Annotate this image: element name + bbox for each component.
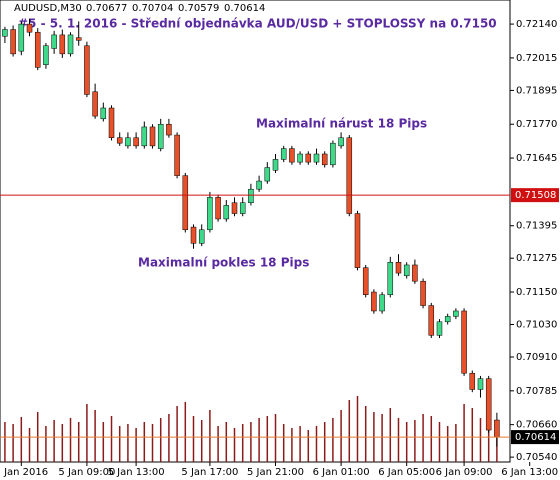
chart-title: #5 - 5. 1. 2016 - Střední objednávka AUD… (18, 17, 497, 31)
x-tick-label: 5 Jan 13:00 (108, 467, 165, 478)
candle-body (239, 202, 246, 214)
x-tick-label: 5 Jan 2016 (0, 467, 48, 478)
candle-body (428, 305, 435, 336)
candle-body (182, 175, 189, 231)
candle-body (133, 137, 139, 147)
x-tick-label: 5 Jan 09:00 (58, 467, 115, 478)
candle-body (280, 148, 287, 160)
candle-body (321, 153, 328, 166)
y-tick-label: 0.71275 (516, 253, 557, 264)
y-tick-label: 0.71770 (516, 119, 557, 130)
y-tick-label: 0.70660 (516, 420, 557, 431)
y-tick-label: 0.70910 (516, 352, 557, 363)
candle-body (75, 37, 82, 41)
candle-body (108, 107, 115, 139)
candle-body (198, 229, 205, 244)
level-label-bg (511, 188, 559, 203)
candle-body (354, 213, 361, 268)
candle-body (469, 372, 476, 390)
y-tick-label: 0.71030 (516, 320, 557, 331)
bid-label: 0.70614 (515, 432, 556, 443)
candle-body (436, 321, 443, 336)
candle-body (272, 159, 279, 171)
candle-body (157, 123, 164, 149)
y-tick-label: 0.70785 (516, 386, 557, 397)
candle-body (485, 378, 492, 431)
candle-body (34, 31, 41, 68)
header-high: 0.70704 (132, 3, 173, 14)
candle-body (387, 262, 394, 295)
y-tick-label: 0.71895 (516, 85, 557, 96)
candle-body (297, 153, 303, 163)
header-close: 0.70614 (224, 3, 265, 14)
y-tick-label: 0.72015 (516, 53, 557, 64)
header-low: 0.70579 (178, 3, 219, 14)
candle-body (494, 419, 500, 438)
candle-body (26, 23, 33, 33)
candle-body (149, 126, 156, 147)
candle-body (412, 264, 418, 282)
candle-body (125, 137, 131, 147)
bid-label-bg (511, 430, 559, 445)
candle-body (477, 378, 484, 390)
candle-body (403, 264, 410, 277)
candle-body (2, 29, 8, 37)
candle-body (67, 34, 74, 55)
header-symbol: AUDUSD,M30 (14, 3, 82, 14)
x-tick-label: 6 Jan 13:00 (501, 467, 558, 478)
level-label: 0.71508 (515, 190, 556, 201)
candle-body (453, 310, 459, 317)
candle-body (444, 316, 451, 323)
candle-body (231, 202, 238, 214)
y-tick-label: 0.71395 (516, 221, 557, 232)
candle-body (371, 291, 377, 312)
annotation: Maximalní pokles 18 Pips (138, 256, 309, 270)
x-tick-label: 6 Jan 09:00 (436, 467, 493, 478)
x-tick-label: 5 Jan 21:00 (247, 467, 304, 478)
candle-body (207, 197, 213, 231)
y-tick-label: 0.72140 (516, 19, 557, 30)
candle-body (174, 134, 180, 176)
candle-body (215, 197, 221, 220)
x-tick-label: 6 Jan 01:00 (313, 467, 370, 478)
candle-body (100, 107, 107, 120)
candle-body (84, 45, 90, 95)
candle-body (166, 123, 172, 136)
candle-body (141, 126, 148, 147)
candle-body (313, 153, 320, 163)
candle-body (461, 310, 467, 374)
candle-body (264, 167, 271, 182)
candle-body (223, 205, 230, 220)
candle-body (92, 91, 98, 117)
candle-body (289, 148, 295, 163)
candle-body (362, 267, 369, 295)
candle-body (10, 29, 16, 55)
candle-body (18, 23, 25, 52)
candle-body (395, 262, 402, 274)
candle-body (346, 137, 353, 214)
candle-body (248, 188, 254, 203)
y-tick-label: 0.71645 (516, 153, 557, 164)
candle-body (51, 34, 57, 49)
candle-body (379, 294, 385, 312)
x-tick-label: 6 Jan 05:00 (378, 467, 435, 478)
candle-body (190, 226, 197, 244)
candle-body (43, 45, 49, 65)
header-open: 0.70677 (86, 3, 127, 14)
candle-body (338, 137, 344, 147)
x-tick-label: 5 Jan 17:00 (181, 467, 238, 478)
candle-body (330, 142, 336, 166)
candle-body (305, 153, 312, 163)
candle-body (59, 34, 66, 55)
candle-body (420, 280, 426, 306)
y-tick-label: 0.70540 (516, 452, 557, 463)
candle-body (116, 137, 123, 144)
y-tick-label: 0.71150 (516, 287, 557, 298)
candle-body (256, 180, 262, 190)
plot-frame (0, 0, 511, 463)
annotation: Maximalní nárust 18 Pips (256, 117, 427, 131)
